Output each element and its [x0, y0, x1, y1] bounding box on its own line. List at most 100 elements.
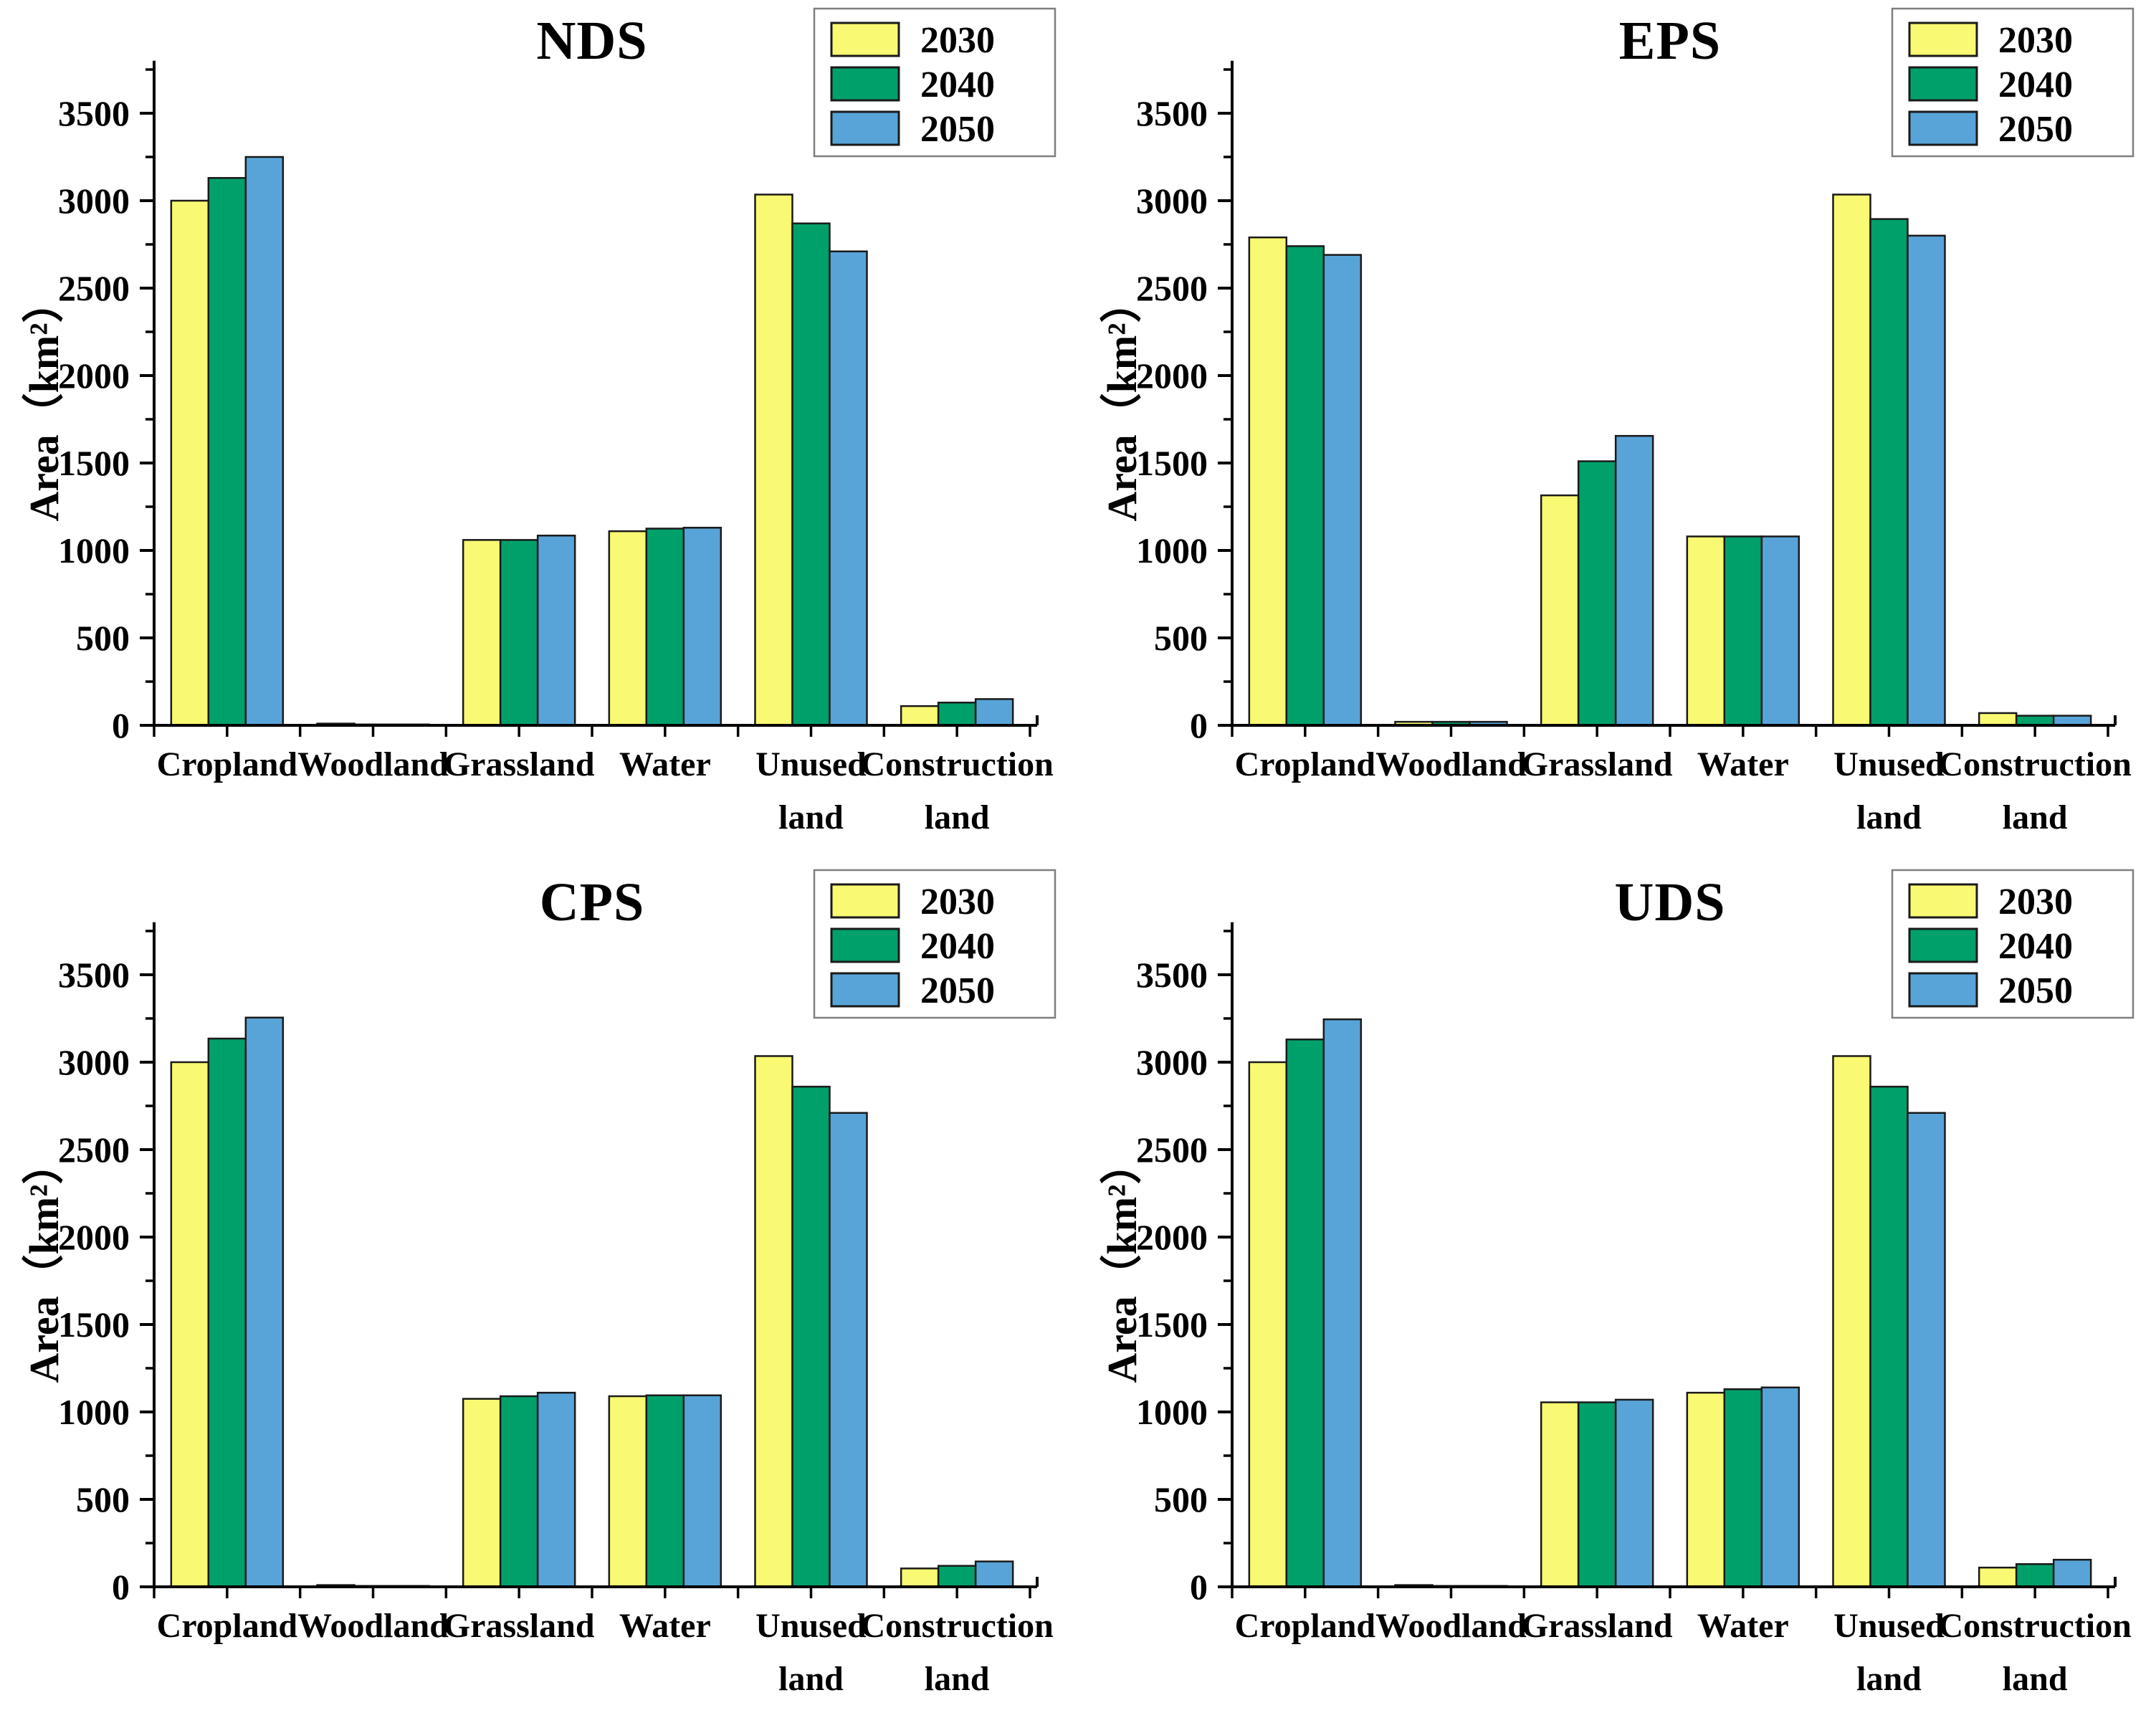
legend-swatch-2030	[830, 883, 900, 919]
y-axis-label-nds: Area（km²）	[21, 281, 67, 522]
x-category-label: land	[925, 1660, 990, 1698]
y-tick-label: 0	[1190, 1567, 1208, 1607]
x-category-label: Water	[619, 1607, 711, 1645]
bar-2040-unused-land	[1869, 1085, 1909, 1588]
y-tick-label: 3500	[58, 93, 130, 133]
x-category-label: Cropland	[1235, 1607, 1376, 1645]
bar-2050-cropland	[244, 156, 285, 727]
bar-2050-construction-land	[974, 1560, 1014, 1588]
bar-2040-construction-land	[2015, 1563, 2055, 1588]
legend-swatch-2040	[830, 66, 900, 102]
legend-swatch-2030	[1908, 883, 1978, 919]
legend-swatch-2050	[830, 972, 900, 1008]
bar-2050-cropland	[244, 1016, 285, 1588]
x-category-label: Woodland	[1375, 745, 1527, 783]
y-tick-label: 2000	[58, 1217, 130, 1257]
bar-2030-construction-land	[1978, 712, 2018, 727]
bar-2050-water	[1760, 1386, 1800, 1588]
legend-swatch-2040	[1908, 66, 1978, 102]
bar-2040-grassland	[499, 1395, 539, 1588]
bar-2040-unused-land	[1869, 218, 1909, 727]
bar-2050-water	[682, 1394, 722, 1588]
bar-2040-cropland	[207, 177, 247, 727]
bar-2030-construction-land	[1978, 1566, 2018, 1588]
bar-2050-unused-land	[1907, 1112, 1946, 1588]
legend-label-2050: 2050	[1998, 970, 2073, 1011]
bar-2050-grassland	[1614, 1398, 1654, 1588]
bar-2030-construction-land	[900, 705, 940, 727]
y-tick-label: 2500	[58, 268, 130, 308]
bar-2040-water	[1723, 535, 1763, 727]
bar-2050-unused-land	[829, 1112, 868, 1588]
x-category-label: Water	[1697, 1607, 1789, 1645]
chart-cps: 0 500 1000 1500 2000 2500 3000 3500 Cropland Wood…	[0, 862, 1078, 1723]
cps-plot-canvas: 0 500 1000 1500 2000 2500 3000 3500 Cropland Wood…	[58, 869, 1056, 1698]
x-category-label: Unused	[1833, 1607, 1945, 1645]
bar-2040-grassland	[499, 539, 539, 727]
y-tick-label: 500	[76, 1479, 130, 1519]
y-tick-label: 0	[1190, 705, 1208, 745]
x-category-label: land	[778, 1660, 844, 1698]
bar-2030-unused-land	[754, 1055, 793, 1588]
legend-swatch-2040	[830, 927, 900, 963]
x-category-label: Water	[619, 745, 711, 783]
y-tick-label: 3000	[1136, 181, 1208, 221]
y-tick-label: 500	[76, 618, 130, 658]
bar-2050-construction-land	[2052, 715, 2092, 727]
x-category-label: Woodland	[1375, 1607, 1527, 1645]
legend-label-2040: 2040	[1998, 65, 2073, 105]
x-category-label: Woodland	[297, 1607, 449, 1645]
bar-2050-unused-land	[1907, 234, 1946, 727]
legend-label-2040: 2040	[920, 65, 995, 105]
bar-2050-unused-land	[829, 250, 868, 727]
y-axis-label-eps: Area（km²）	[1099, 281, 1145, 522]
y-tick-label: 2500	[1136, 268, 1208, 308]
legend-label-2030: 2030	[920, 20, 995, 61]
x-category-label: land	[2003, 798, 2068, 836]
eps-plot-canvas: 0 500 1000 1500 2000 2500 3000 3500 Cropland Wood…	[1136, 7, 2134, 836]
bar-2040-water	[645, 1394, 685, 1588]
y-tick-label: 500	[1154, 1479, 1208, 1519]
chart-eps: 0 500 1000 1500 2000 2500 3000 3500 Cropland Wood…	[1078, 0, 2156, 862]
x-category-label: land	[2003, 1660, 2068, 1698]
uds-plot-canvas: 0 500 1000 1500 2000 2500 3000 3500 Cropland Wood…	[1136, 869, 2134, 1698]
bar-2040-cropland	[207, 1037, 247, 1588]
bar-2040-construction-land	[937, 1565, 977, 1588]
legend-label-2040: 2040	[1998, 926, 2073, 967]
y-axis-label-cps: Area（km²）	[21, 1142, 67, 1383]
bar-2050-water	[682, 527, 722, 727]
y-tick-label: 3000	[58, 181, 130, 221]
x-category-label: land	[925, 798, 990, 836]
bar-2030-construction-land	[900, 1567, 940, 1588]
x-category-label: land	[1856, 1660, 1922, 1698]
bar-2040-grassland	[1577, 460, 1617, 727]
bar-2050-construction-land	[2052, 1558, 2092, 1588]
chart-title-cps: CPS	[539, 872, 645, 932]
bar-2030-grassland	[462, 1398, 502, 1588]
y-tick-label: 1500	[1136, 1304, 1208, 1345]
bar-2030-water	[1686, 1391, 1726, 1588]
x-category-label: Unused	[755, 1607, 867, 1645]
bar-2030-cropland	[170, 1061, 210, 1588]
y-tick-label: 1000	[58, 530, 130, 571]
y-tick-label: 1500	[1136, 443, 1208, 483]
bar-2030-unused-land	[754, 194, 793, 727]
y-tick-label: 1000	[1136, 530, 1208, 571]
x-category-label: Cropland	[1235, 745, 1376, 783]
legend-swatch-2030	[830, 22, 900, 57]
x-category-label: Construction	[860, 1607, 1053, 1645]
bar-2040-construction-land	[937, 702, 977, 727]
chart-title-eps: EPS	[1618, 11, 1722, 71]
y-tick-label: 2000	[58, 355, 130, 396]
y-tick-label: 1000	[1136, 1392, 1208, 1432]
bar-2030-cropland	[1248, 236, 1288, 727]
bar-2030-grassland	[1540, 494, 1580, 727]
chart-nds: 0 500 1000 1500 2000 2500 3000 3500 Cropland Wood…	[0, 0, 1078, 862]
x-category-label: land	[1856, 798, 1922, 836]
legend-swatch-2040	[1908, 927, 1978, 963]
x-category-label: Cropland	[157, 1607, 298, 1645]
bar-2040-unused-land	[791, 1085, 831, 1588]
chart-title-nds: NDS	[536, 11, 648, 71]
chart-uds: 0 500 1000 1500 2000 2500 3000 3500 Cropland Wood…	[1078, 862, 2156, 1723]
bar-2040-grassland	[1577, 1401, 1617, 1588]
